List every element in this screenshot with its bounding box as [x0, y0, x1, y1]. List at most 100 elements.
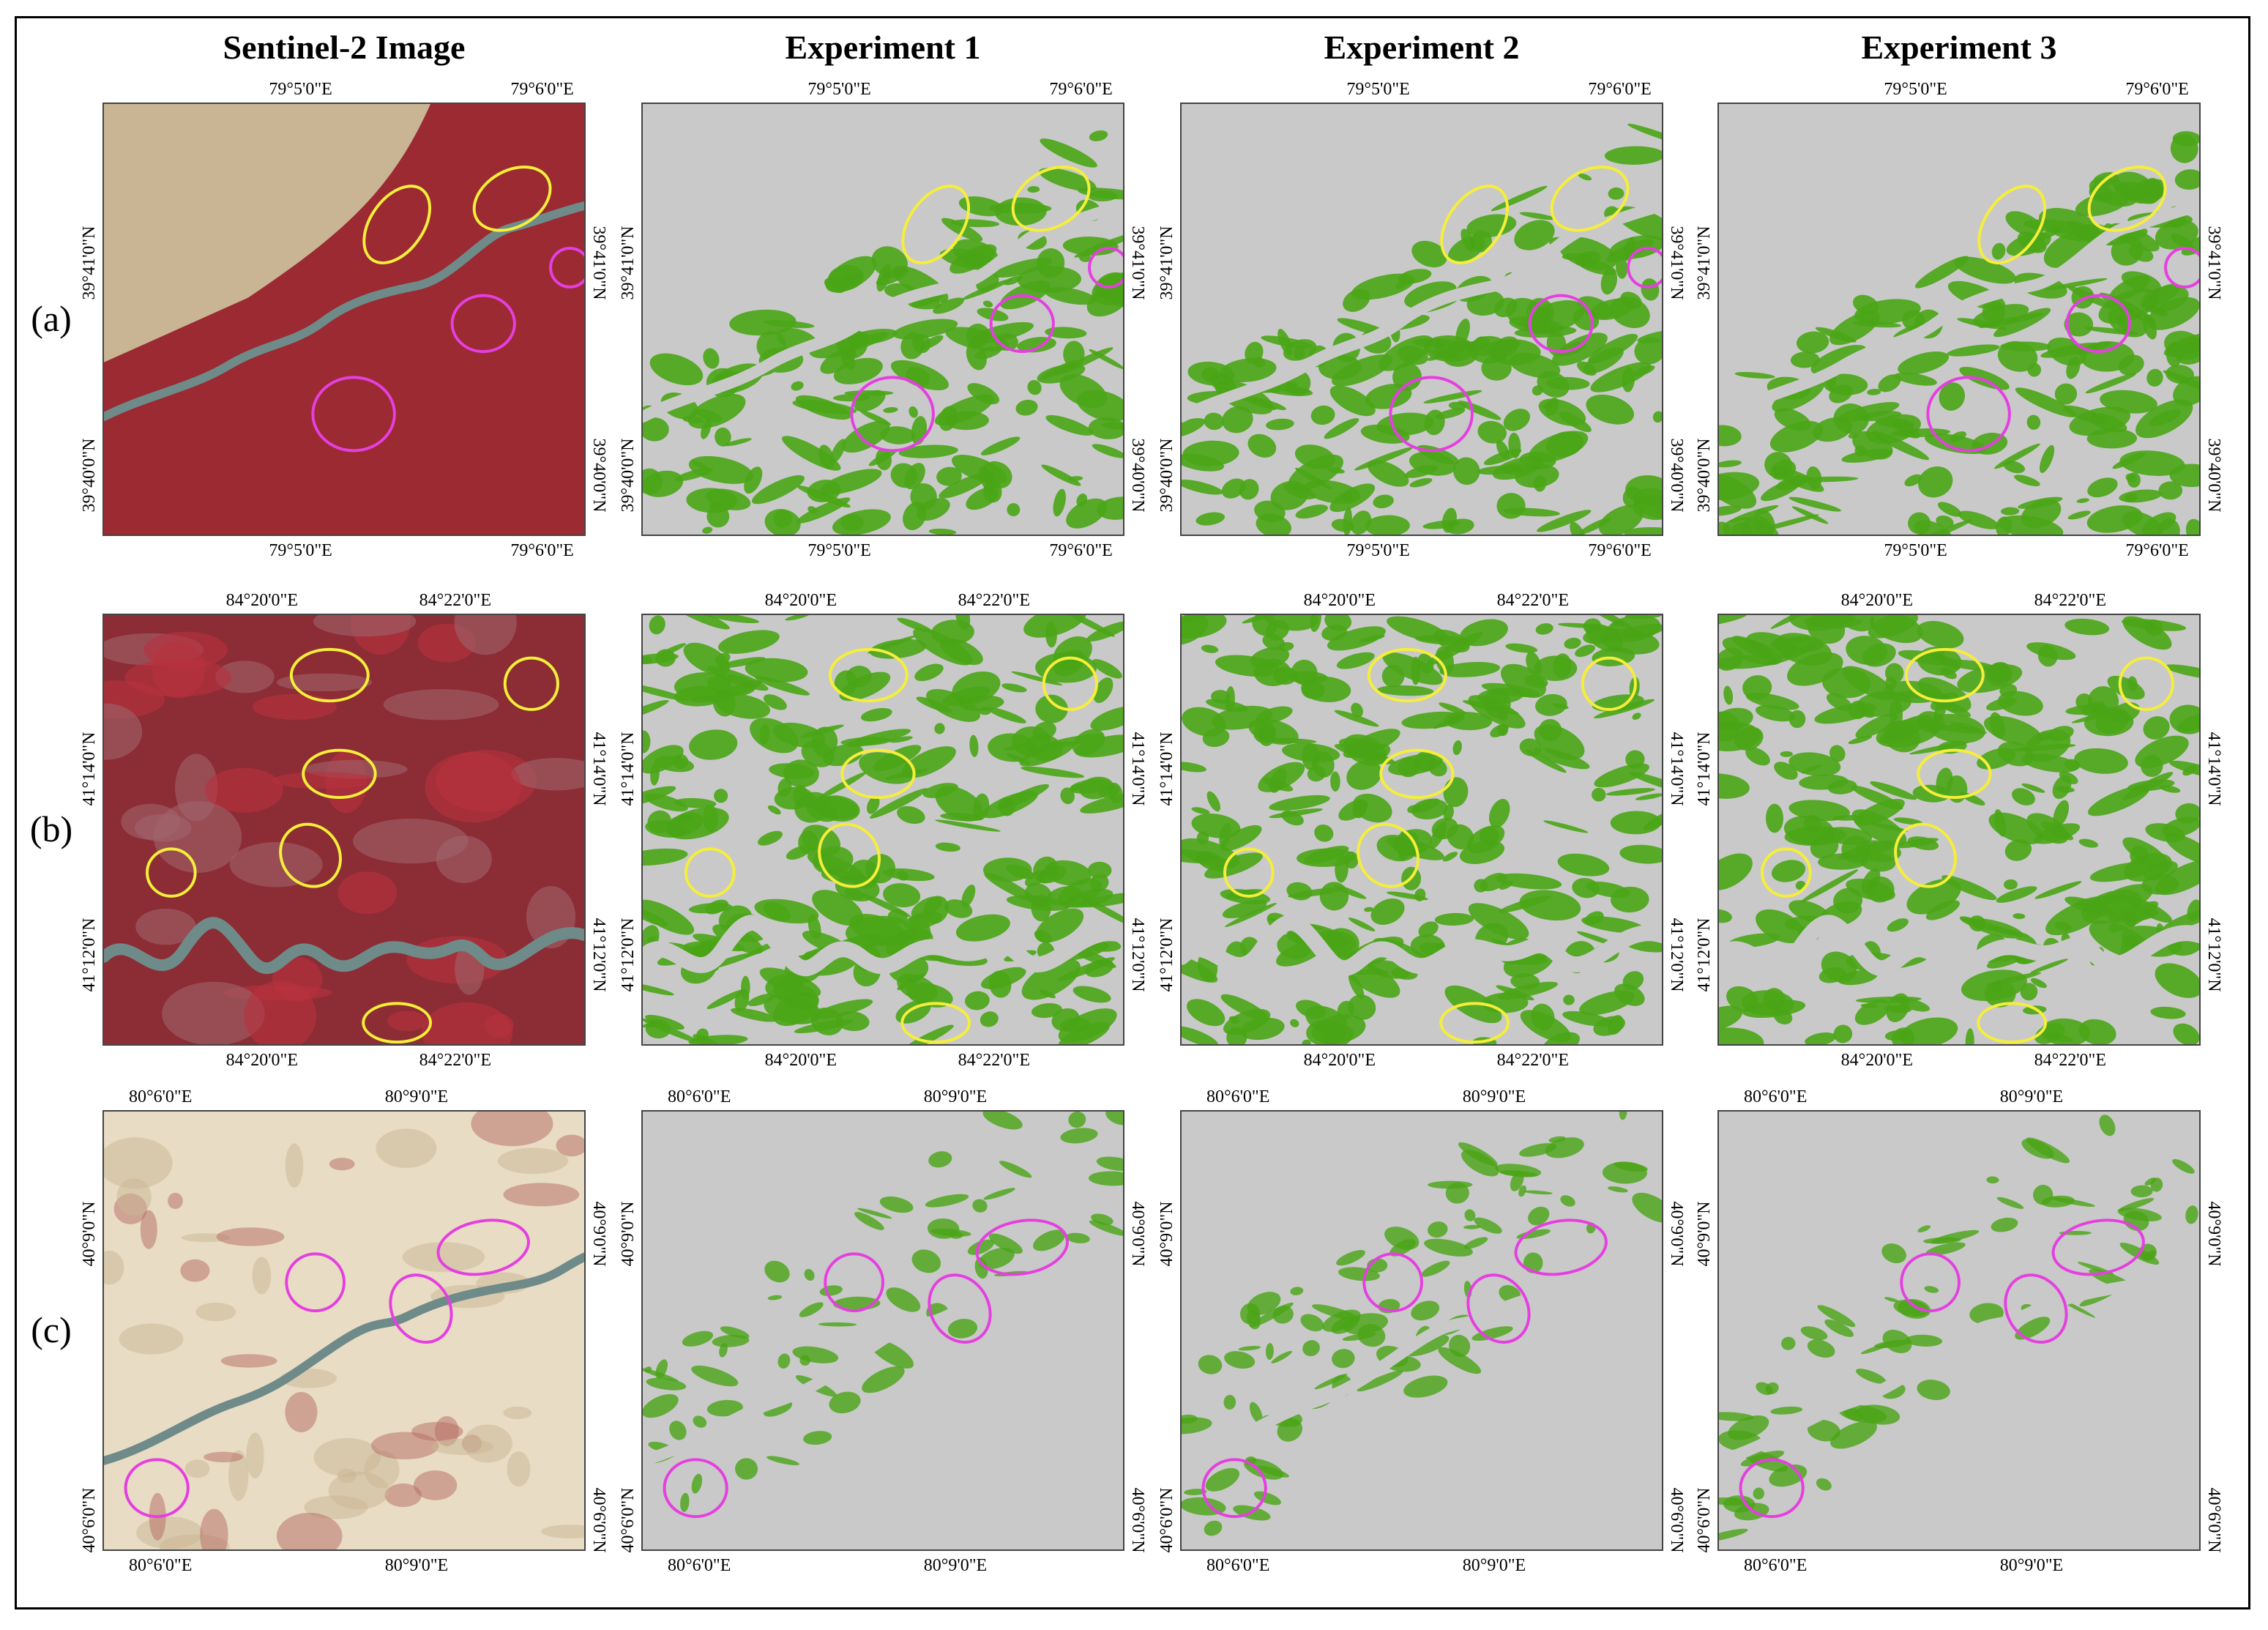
- coordinate-tick-label: 80°9'0"E: [384, 1556, 449, 1575]
- yellow-highlight-circle: [302, 748, 377, 800]
- coordinate-tick-label: 84°22'0"E: [2034, 591, 2106, 610]
- coordinate-tick-label: 79°6'0"E: [1049, 541, 1113, 560]
- yellow-highlight-circle: [1357, 822, 1420, 888]
- yellow-highlight-circle: [684, 847, 736, 898]
- yellow-highlight-circle: [279, 822, 343, 888]
- experiment-map-panel: [1180, 103, 1663, 536]
- coordinate-tick-label: 40°6'0"N: [1157, 1487, 1176, 1553]
- map-graphic: [1719, 104, 2199, 535]
- column-title: Experiment 3: [1861, 29, 2057, 66]
- figure-frame: [15, 16, 2250, 1609]
- coordinate-tick-label: 40°9'0"N: [1667, 1201, 1686, 1267]
- magenta-highlight-circle: [311, 376, 396, 453]
- magenta-highlight-circle: [1466, 1273, 1531, 1344]
- magenta-highlight-circle: [1514, 1218, 1608, 1276]
- coordinate-tick-label: 84°20'0"E: [225, 591, 298, 610]
- coordinate-tick-label: 80°9'0"E: [1999, 1087, 2064, 1106]
- yellow-highlight-circle: [1379, 748, 1455, 800]
- yellow-highlight-circle: [362, 185, 432, 265]
- map-graphic: [1719, 615, 2199, 1044]
- coordinate-tick-label: 84°22'0"E: [1496, 591, 1569, 610]
- coordinate-tick-label: 40°6'0"N: [1128, 1487, 1147, 1553]
- yellow-highlight-circle: [146, 847, 197, 898]
- yellow-highlight-circle: [1042, 656, 1098, 711]
- yellow-highlight-circle: [1011, 165, 1091, 232]
- coordinate-tick-label: 79°5'0"E: [269, 541, 332, 560]
- coordinate-tick-label: 39°41'0"N: [1667, 226, 1686, 300]
- coordinate-tick-label: 41°14'0"N: [2204, 732, 2223, 806]
- coordinate-tick-label: 84°20'0"E: [1303, 591, 1376, 610]
- coordinate-tick-label: 80°6'0"E: [1743, 1087, 1808, 1106]
- coordinate-tick-label: 84°20'0"E: [1840, 1051, 1913, 1070]
- coordinate-tick-label: 41°12'0"N: [80, 918, 99, 992]
- yellow-highlight-circle: [1439, 1002, 1510, 1044]
- magenta-highlight-circle: [2051, 1218, 2145, 1276]
- coordinate-tick-label: 79°5'0"E: [1884, 80, 1947, 99]
- column-title: Sentinel-2 Image: [223, 29, 466, 66]
- magenta-highlight-circle: [663, 1458, 728, 1519]
- coordinate-tick-label: 79°5'0"E: [807, 541, 871, 560]
- coordinate-tick-label: 80°6'0"E: [128, 1556, 193, 1575]
- yellow-highlight-circle: [901, 185, 971, 265]
- coordinate-tick-label: 80°9'0"E: [923, 1556, 988, 1575]
- yellow-highlight-circle: [1917, 748, 1992, 800]
- column-title: Experiment 1: [785, 29, 981, 66]
- experiment-map-panel: [641, 614, 1124, 1046]
- coordinate-tick-label: 39°40'0"N: [1695, 438, 1714, 513]
- coordinate-tick-label: 39°41'0"N: [589, 226, 608, 300]
- coordinate-tick-label: 40°9'0"N: [1695, 1201, 1714, 1267]
- coordinate-tick-label: 80°6'0"E: [1206, 1556, 1270, 1575]
- coordinate-tick-label: 84°22'0"E: [419, 1051, 491, 1070]
- magenta-highlight-circle: [285, 1252, 346, 1313]
- yellow-highlight-circle: [2118, 656, 2174, 711]
- magenta-highlight-circle: [389, 1273, 453, 1344]
- experiment-map-panel: [1180, 614, 1663, 1046]
- coordinate-tick-label: 79°6'0"E: [1049, 80, 1113, 99]
- coordinate-tick-label: 40°9'0"N: [1157, 1201, 1176, 1267]
- magenta-highlight-circle: [549, 247, 584, 289]
- coordinate-tick-label: 80°6'0"E: [128, 1087, 193, 1106]
- coordinate-tick-label: 84°20'0"E: [764, 1051, 837, 1070]
- coordinate-tick-label: 39°41'0"N: [1128, 226, 1147, 300]
- coordinate-tick-label: 79°6'0"E: [510, 541, 574, 560]
- coordinate-tick-label: 80°6'0"E: [667, 1087, 731, 1106]
- coordinate-tick-label: 39°40'0"N: [619, 438, 638, 513]
- coordinate-tick-label: 84°20'0"E: [1840, 591, 1913, 610]
- magenta-highlight-circle: [975, 1218, 1069, 1276]
- yellow-highlight-circle: [1977, 185, 2047, 265]
- map-graphic: [104, 104, 584, 535]
- coordinate-tick-label: 40°6'0"N: [2204, 1487, 2223, 1553]
- experiment-map-panel: [1717, 1110, 2201, 1551]
- yellow-highlight-circle: [503, 656, 559, 711]
- yellow-highlight-circle: [1223, 847, 1275, 898]
- magenta-highlight-circle: [989, 294, 1055, 354]
- yellow-highlight-circle: [840, 748, 916, 800]
- coordinate-tick-label: 41°14'0"N: [80, 732, 99, 806]
- coordinate-tick-label: 79°5'0"E: [807, 80, 871, 99]
- coordinate-tick-label: 79°6'0"E: [510, 80, 574, 99]
- magenta-highlight-circle: [928, 1273, 992, 1344]
- coordinate-tick-label: 41°12'0"N: [1695, 918, 1714, 992]
- coordinate-tick-label: 40°9'0"N: [619, 1201, 638, 1267]
- coordinate-tick-label: 80°6'0"E: [1206, 1087, 1270, 1106]
- yellow-highlight-circle: [900, 1002, 971, 1044]
- magenta-highlight-circle: [850, 376, 935, 453]
- coordinate-tick-label: 41°12'0"N: [619, 918, 638, 992]
- coordinate-tick-label: 80°9'0"E: [1462, 1087, 1526, 1106]
- yellow-highlight-circle: [2087, 165, 2167, 232]
- coordinate-tick-label: 79°5'0"E: [269, 80, 332, 99]
- coordinate-tick-label: 80°9'0"E: [1999, 1556, 2064, 1575]
- map-graphic: [1182, 615, 1662, 1044]
- coordinate-tick-label: 39°41'0"N: [1157, 226, 1176, 300]
- coordinate-tick-label: 39°40'0"N: [80, 438, 99, 513]
- coordinate-tick-label: 79°5'0"E: [1346, 541, 1410, 560]
- sentinel-map-panel: [102, 103, 586, 536]
- experiment-map-panel: [1180, 1110, 1663, 1551]
- coordinate-tick-label: 84°22'0"E: [419, 591, 491, 610]
- coordinate-tick-label: 39°41'0"N: [2204, 226, 2223, 300]
- coordinate-tick-label: 84°22'0"E: [958, 1051, 1030, 1070]
- coordinate-tick-label: 39°40'0"N: [1157, 438, 1176, 513]
- coordinate-tick-label: 39°40'0"N: [1128, 438, 1147, 513]
- row-label: (b): [29, 808, 73, 849]
- sentinel-map-panel: [102, 1110, 586, 1551]
